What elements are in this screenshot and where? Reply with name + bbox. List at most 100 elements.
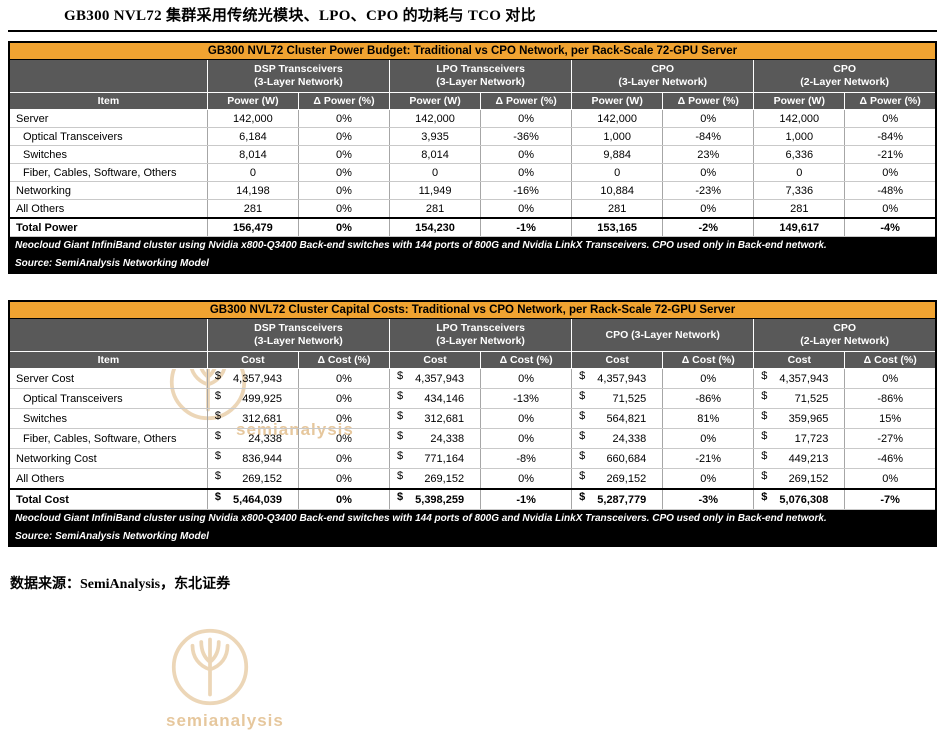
group-header-lpo: LPO Transceivers (3-Layer Network): [389, 59, 573, 93]
column-header-cost: Cost: [571, 351, 664, 369]
value-cell: $564,821: [571, 408, 664, 429]
row-item-label: All Others: [8, 468, 208, 490]
row-item-label: Optical Transceivers: [8, 127, 208, 146]
amount-value: 269,152: [242, 472, 282, 485]
delta-cell: 0%: [662, 368, 755, 389]
delta-cell: 0%: [480, 368, 573, 389]
amount-value: 564,821: [606, 412, 647, 425]
column-header-delta-cost: Δ Cost (%): [662, 351, 755, 369]
row-item-label: Optical Transceivers: [8, 388, 208, 409]
value-cell: $836,944: [206, 448, 299, 469]
delta-cell: 0%: [297, 217, 391, 237]
currency-symbol: $: [761, 491, 768, 503]
column-header-cost: Cost: [753, 351, 846, 369]
delta-cell: 0%: [480, 468, 573, 490]
delta-cell: 15%: [844, 408, 937, 429]
table-row: All Others $269,152 0% $269,152 0% $269,152 0%…: [8, 468, 937, 490]
delta-cell: 0%: [844, 163, 937, 182]
value-cell: 149,617: [753, 217, 846, 237]
row-item-label: All Others: [8, 199, 208, 219]
table-footnote: Neocloud Giant InfiniBand cluster using …: [8, 509, 937, 528]
amount-value: 434,146: [424, 392, 465, 405]
value-cell: $269,152: [753, 468, 846, 490]
currency-symbol: $: [579, 450, 586, 462]
data-source-line: 数据来源：SemiAnalysis，东北证券: [10, 577, 231, 592]
currency-symbol: $: [214, 491, 222, 503]
group-header-spacer: [8, 59, 208, 93]
delta-cell: 0%: [297, 468, 391, 490]
delta-cell: 0%: [297, 388, 391, 409]
value-cell: $5,464,039: [206, 488, 299, 510]
currency-symbol: $: [397, 450, 404, 462]
row-item-label: Fiber, Cables, Software, Others: [8, 428, 208, 449]
delta-cell: -3%: [662, 488, 755, 510]
delta-cell: 0%: [480, 428, 573, 449]
value-cell: 156,479: [206, 217, 299, 237]
value-cell: 281: [753, 199, 846, 219]
amount-value: 5,398,259: [415, 493, 465, 506]
delta-cell: 0%: [297, 127, 391, 146]
currency-symbol: $: [761, 390, 768, 402]
currency-symbol: $: [214, 390, 222, 402]
amount-value: 4,357,943: [597, 372, 647, 385]
amount-value: 17,723: [794, 432, 829, 445]
currency-symbol: $: [397, 430, 404, 442]
delta-cell: 0%: [844, 468, 937, 490]
delta-cell: -8%: [480, 448, 573, 469]
value-cell: $312,681: [206, 408, 299, 429]
currency-symbol: $: [761, 450, 768, 462]
currency-symbol: $: [579, 370, 586, 382]
group-header-cpo3: CPO (3-Layer Network): [571, 318, 755, 352]
amount-value: 24,338: [430, 432, 465, 445]
power-table-section: GB300 NVL72 Cluster Power Budget: Tradit…: [8, 41, 937, 439]
amount-value: 359,965: [788, 412, 829, 425]
value-cell: 0: [571, 163, 664, 182]
row-item-label: Total Cost: [8, 488, 208, 510]
value-cell: $5,287,779: [571, 488, 664, 510]
value-cell: 0: [206, 163, 299, 182]
value-cell: 1,000: [571, 127, 664, 146]
value-cell: 3,935: [389, 127, 482, 146]
value-cell: $449,213: [753, 448, 846, 469]
amount-value: 499,925: [242, 392, 282, 405]
group-header-cpo3: CPO (3-Layer Network): [571, 59, 755, 93]
table-row: Total Cost $5,464,039 0% $5,398,259 -1% $5,28…: [8, 488, 937, 510]
column-header-cost: Cost: [206, 351, 299, 369]
delta-cell: 0%: [662, 428, 755, 449]
amount-value: 5,287,779: [597, 493, 647, 506]
table-row: Server Cost $4,357,943 0% $4,357,943 0% $4,35…: [8, 368, 937, 389]
column-header-power: Power (W): [389, 92, 482, 110]
column-header-power: Power (W): [206, 92, 299, 110]
currency-symbol: $: [214, 430, 222, 442]
delta-cell: 0%: [297, 181, 391, 200]
power-table: GB300 NVL72 Cluster Power Budget: Tradit…: [8, 41, 937, 274]
delta-cell: 0%: [480, 145, 573, 164]
cost-table: GB300 NVL72 Cluster Capital Costs: Tradi…: [8, 300, 937, 547]
delta-cell: 0%: [662, 199, 755, 219]
column-header-cost: Cost: [389, 351, 482, 369]
delta-cell: 0%: [297, 428, 391, 449]
group-header-cpo2: CPO (2-Layer Network): [753, 318, 937, 352]
currency-symbol: $: [214, 470, 222, 482]
currency-symbol: $: [397, 491, 404, 503]
amount-value: 449,213: [788, 452, 829, 465]
value-cell: $4,357,943: [389, 368, 482, 389]
column-header-power: Power (W): [571, 92, 664, 110]
value-cell: $5,076,308: [753, 488, 846, 510]
table-row: Total Power 156,479 0% 154,230 -1% 153,165 -2%…: [8, 217, 937, 237]
currency-symbol: $: [761, 410, 768, 422]
value-cell: $4,357,943: [206, 368, 299, 389]
delta-cell: -4%: [844, 217, 937, 237]
delta-cell: -1%: [480, 217, 573, 237]
value-cell: $71,525: [753, 388, 846, 409]
value-cell: 11,949: [389, 181, 482, 200]
delta-cell: -1%: [480, 488, 573, 510]
table-row: Fiber, Cables, Software, Others $24,338 0%…: [8, 428, 937, 449]
table-row: Fiber, Cables, Software, Others 0 0% 0 0% 0 0%…: [8, 163, 937, 182]
row-item-label: Server Cost: [8, 368, 208, 389]
value-cell: $24,338: [206, 428, 299, 449]
value-cell: 142,000: [206, 109, 299, 128]
column-header-item: Item: [8, 92, 208, 110]
value-cell: 7,336: [753, 181, 846, 200]
value-cell: 142,000: [389, 109, 482, 128]
